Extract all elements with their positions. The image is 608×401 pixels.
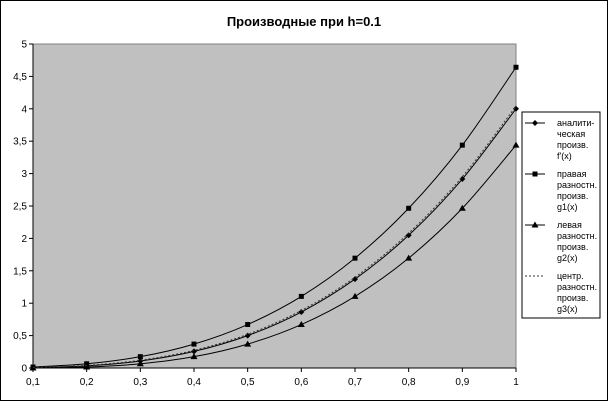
data-point-triangle — [405, 254, 413, 261]
x-tick-label: 1 — [513, 377, 519, 388]
y-tick-label: 4 — [21, 104, 27, 115]
legend-entry-text: произв. — [557, 140, 588, 150]
chart-title: Производные при h=0.1 — [227, 14, 381, 29]
series-3 — [29, 141, 520, 371]
legend-entry-text: произв. — [557, 191, 588, 201]
x-tick-label: 0,6 — [294, 377, 308, 388]
legend-entry-text: произв. — [557, 293, 588, 303]
series-line — [32, 108, 517, 369]
legend-entry-text: ческая — [557, 129, 585, 139]
data-point-triangle — [190, 353, 198, 360]
y-tick-label: 3,5 — [13, 137, 27, 148]
data-point-square — [137, 354, 143, 360]
series-line — [32, 105, 517, 368]
y-tick-label: 2,5 — [13, 202, 27, 213]
data-point-triangle — [297, 321, 305, 328]
data-point-square — [513, 64, 519, 70]
x-tick-label: 0,1 — [26, 377, 40, 388]
legend-entry-text: центр. — [557, 271, 584, 281]
data-point-diamond — [513, 105, 519, 112]
legend-entry-text: g3(x) — [557, 304, 578, 314]
data-point-square — [532, 171, 538, 177]
x-tick-label: 0,8 — [402, 377, 416, 388]
x-tick-label: 0,2 — [80, 377, 94, 388]
x-tick-label: 0,4 — [187, 377, 201, 388]
series-4 — [32, 105, 517, 368]
data-point-triangle — [458, 204, 466, 211]
y-tick-label: 5 — [21, 40, 27, 51]
data-point-square — [245, 322, 251, 328]
legend-entry-text: разностн. — [557, 180, 597, 190]
legend: аналити-ческаяпроизв.f'(x)праваяразностн… — [521, 111, 601, 319]
y-tick-label: 2 — [21, 234, 27, 245]
y-tick-label: 4,5 — [13, 72, 27, 83]
data-point-triangle — [136, 360, 144, 367]
x-tick-label: 0,9 — [455, 377, 469, 388]
data-point-triangle — [351, 292, 359, 299]
x-tick-label: 0,5 — [241, 377, 255, 388]
data-point-diamond — [532, 120, 538, 126]
data-point-diamond — [459, 176, 466, 183]
legend-entry-text: g1(x) — [557, 202, 578, 212]
data-point-diamond — [191, 348, 197, 355]
y-tick-label: 1,5 — [13, 266, 27, 277]
data-point-triangle — [512, 141, 520, 148]
data-point-square — [191, 341, 197, 347]
data-point-triangle — [244, 340, 252, 347]
legend-entry-text: правая — [557, 169, 587, 179]
data-point-triangle — [83, 363, 91, 370]
legend-entry-text: разностн. — [557, 282, 597, 292]
data-point-diamond — [352, 276, 358, 283]
data-point-square — [298, 293, 304, 299]
y-tick-label: 1 — [21, 299, 27, 310]
y-tick-label: 0 — [21, 364, 27, 375]
y-tick-label: 3 — [21, 169, 27, 180]
data-point-diamond — [405, 232, 412, 239]
data-point-diamond — [244, 332, 251, 339]
data-point-square — [406, 205, 412, 211]
x-tick-label: 0,3 — [133, 377, 147, 388]
data-point-square — [352, 255, 358, 261]
data-point-diamond — [298, 309, 305, 316]
y-tick-label: 0,5 — [13, 331, 27, 342]
legend-entry-text: разностн. — [557, 231, 597, 241]
legend-entry-text: g2(x) — [557, 253, 578, 263]
plot-area — [32, 43, 517, 369]
x-tick-label: 0,7 — [348, 377, 362, 388]
data-point-square — [459, 142, 465, 148]
legend-box — [521, 111, 601, 319]
series-line — [32, 144, 517, 369]
legend-entry-text: f'(x) — [557, 151, 572, 161]
legend-entry-text: произв. — [557, 242, 588, 252]
data-point-triangle — [29, 364, 37, 371]
legend-entry-text: левая — [557, 220, 582, 230]
legend-entry-text: аналити- — [557, 118, 594, 128]
series-line — [32, 66, 517, 368]
data-point-triangle — [531, 221, 539, 228]
